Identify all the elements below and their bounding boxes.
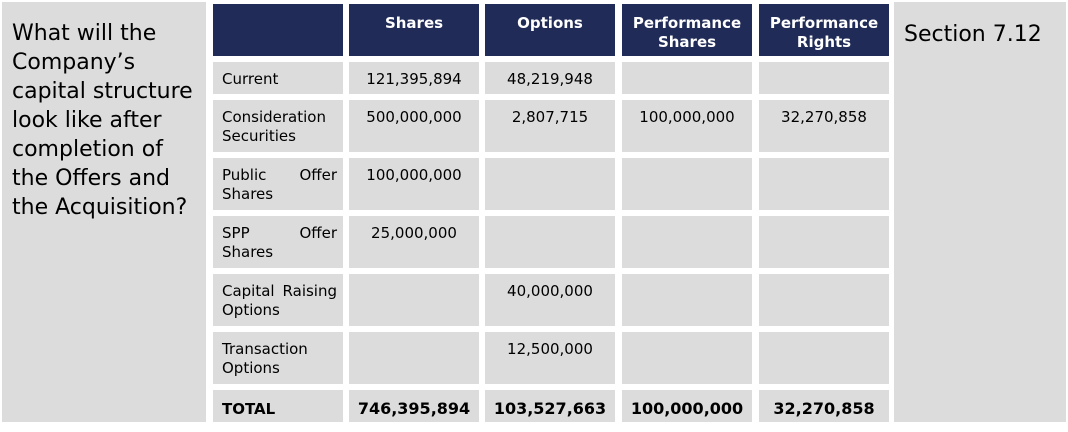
- header-performance-rights: Performance Rights: [759, 4, 889, 56]
- header-cell-blank: [213, 4, 343, 56]
- header-options: Options: [485, 4, 615, 56]
- cell-consideration-performance-rights: 32,270,858: [759, 100, 889, 152]
- cell-spp-offer-shares: 25,000,000: [349, 216, 479, 268]
- row-label-total: TOTAL: [213, 390, 343, 422]
- cell-transaction-options: 12,500,000: [485, 332, 615, 384]
- cell-current-shares: 121,395,894: [349, 62, 479, 94]
- cell-consideration-options: 2,807,715: [485, 100, 615, 152]
- cell-capital-raising-performance-shares: [622, 274, 752, 326]
- row-label-capital-raising-options: Capital Raising Options: [213, 274, 343, 326]
- section-reference: Section 7.12: [894, 2, 1066, 422]
- cell-total-performance-shares: 100,000,000: [622, 390, 752, 422]
- cell-total-options: 103,527,663: [485, 390, 615, 422]
- cell-total-shares: 746,395,894: [349, 390, 479, 422]
- row-label-spp-offer-shares: SPP Offer Shares: [213, 216, 343, 268]
- row-label-transaction-options: Transaction Options: [213, 332, 343, 384]
- cell-capital-raising-performance-rights: [759, 274, 889, 326]
- cell-spp-offer-performance-shares: [622, 216, 752, 268]
- cell-spp-offer-performance-rights: [759, 216, 889, 268]
- capital-structure-table: Shares Options Performance Shares Perfor…: [206, 2, 894, 422]
- cell-current-options: 48,219,948: [485, 62, 615, 94]
- cell-public-offer-options: [485, 158, 615, 210]
- row-label-public-offer-shares: Public Offer Shares: [213, 158, 343, 210]
- header-performance-shares: Performance Shares: [622, 4, 752, 56]
- cell-total-performance-rights: 32,270,858: [759, 390, 889, 422]
- cell-current-performance-shares: [622, 62, 752, 94]
- cell-capital-raising-options: 40,000,000: [485, 274, 615, 326]
- cell-transaction-performance-rights: [759, 332, 889, 384]
- cell-consideration-shares: 500,000,000: [349, 100, 479, 152]
- cell-transaction-shares: [349, 332, 479, 384]
- cell-transaction-performance-shares: [622, 332, 752, 384]
- row-label-current: Current: [213, 62, 343, 94]
- cell-spp-offer-options: [485, 216, 615, 268]
- header-shares: Shares: [349, 4, 479, 56]
- question-text: What will the Company’s capital structur…: [2, 2, 206, 422]
- cell-current-performance-rights: [759, 62, 889, 94]
- cell-public-offer-performance-shares: [622, 158, 752, 210]
- cell-consideration-performance-shares: 100,000,000: [622, 100, 752, 152]
- cell-public-offer-performance-rights: [759, 158, 889, 210]
- cell-public-offer-shares: 100,000,000: [349, 158, 479, 210]
- cell-capital-raising-shares: [349, 274, 479, 326]
- row-label-consideration-securities: Consideration Securities: [213, 100, 343, 152]
